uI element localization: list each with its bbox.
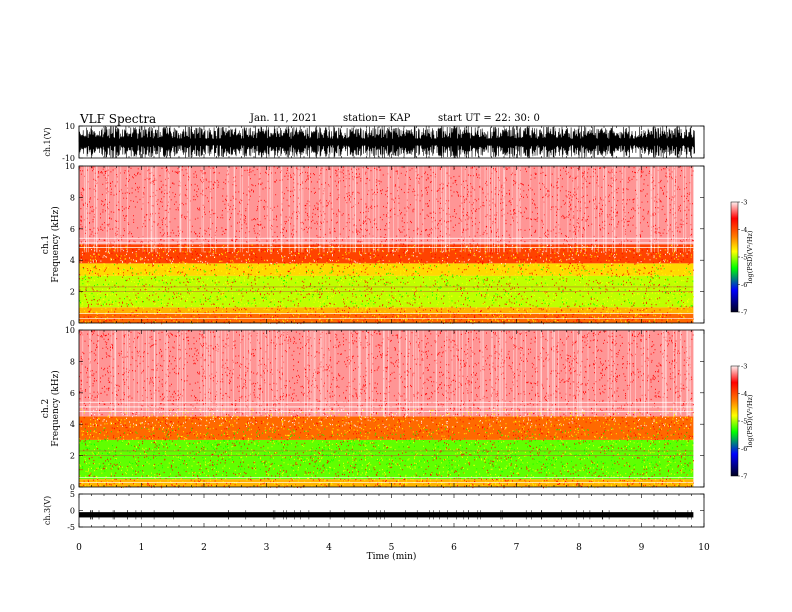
y-tick-label: 10 [65, 122, 75, 131]
chart-title: VLF Spectra [80, 112, 157, 126]
y-tick-label: 2 [70, 452, 75, 461]
y-tick-label: 8 [70, 357, 75, 366]
x-tick-label: 2 [201, 543, 207, 553]
y-axis-label: ch.2 [41, 399, 51, 418]
y-tick-label: 8 [70, 193, 75, 202]
y-tick-label: -5 [67, 523, 75, 532]
spectrogram-band [79, 439, 694, 480]
colorbar-tick-label: -7 [741, 309, 747, 317]
colorbar-tick-label: -6 [741, 445, 747, 453]
spectrogram-band [79, 244, 694, 264]
panel-xticks-3 [78, 494, 705, 527]
colorbar [730, 201, 740, 313]
colorbar-tick-label: -5 [741, 254, 747, 262]
x-tick-label: 0 [76, 543, 82, 553]
colorbar-tick-label: -6 [741, 281, 747, 289]
x-tick-label: 9 [639, 543, 645, 553]
y-tick-label: 0 [70, 319, 75, 328]
colorbar-bar [730, 201, 739, 313]
x-tick-label: 5 [389, 543, 395, 553]
start-time-label: start UT = 22: 30: 0 [438, 113, 540, 124]
colorbar [730, 365, 740, 477]
y-tick-label: 0 [70, 483, 75, 492]
panel-xticks-2 [78, 330, 705, 487]
y-tick-label: 10 [65, 162, 75, 171]
colorbar-bar [730, 365, 739, 477]
colorbar-tick-label: -7 [741, 473, 747, 481]
spectrogram-band [79, 307, 694, 314]
y-tick-label: 2 [70, 288, 75, 297]
x-tick-label: 10 [698, 543, 710, 553]
ch3-waveform-trace [79, 512, 694, 518]
x-tick-label: 8 [576, 543, 582, 553]
colorbar-tick-label: -5 [741, 418, 747, 426]
y-axis-label: ch.3(V) [43, 496, 52, 525]
colorbar-tick-label: -3 [741, 363, 747, 371]
panel-xticks-1 [78, 166, 705, 323]
ch1-waveform-trace [78, 125, 695, 159]
colorbar-label: log(PSD)(V²/Hz) [746, 394, 754, 447]
spectrogram-band [79, 479, 694, 487]
colorbar-tick-label: -4 [741, 226, 747, 234]
y-axis-label: ch.1 [41, 235, 51, 254]
colorbar-tick-label: -3 [741, 199, 747, 207]
y-tick-label: 4 [70, 256, 75, 265]
x-tick-label: 6 [451, 543, 457, 553]
spectrogram-band [79, 263, 694, 276]
y-tick-label: 0 [70, 507, 75, 516]
date-label: Jan. 11, 2021 [250, 113, 318, 124]
colorbar-label: log(PSD)(V²/Hz) [746, 230, 754, 283]
spectrogram-1 [79, 166, 695, 325]
spectrogram-band [79, 166, 694, 245]
station-label: station= KAP [343, 113, 411, 124]
x-axis-label: Time (min) [367, 551, 417, 562]
colorbar-tick-label: -4 [741, 390, 747, 398]
y-axis-label: Frequency (kHz) [50, 206, 61, 283]
x-tick-label: 1 [139, 543, 145, 553]
spectrogram-2 [79, 330, 695, 489]
y-tick-label: 6 [70, 225, 75, 234]
x-tick-label: 3 [264, 543, 270, 553]
x-tick-label: 4 [326, 543, 332, 553]
y-tick-label: 6 [70, 389, 75, 398]
y-tick-label: 10 [65, 326, 75, 335]
y-tick-label: 4 [70, 420, 75, 429]
spectrogram-band [79, 330, 694, 417]
spectrogram-streaks [84, 166, 691, 253]
ch3-waveform-spikes [90, 510, 692, 520]
panel-frame-3 [78, 493, 705, 528]
y-tick-label: -10 [62, 154, 75, 163]
y-tick-label: 5 [70, 490, 75, 499]
spectrogram-speckle-red [79, 330, 694, 489]
spectrogram-streaks [82, 330, 691, 417]
y-axis-label: ch.1(V) [43, 127, 52, 156]
y-axis-label: Frequency (kHz) [50, 370, 61, 447]
panel-xticks-0 [78, 126, 705, 158]
x-tick-label: 7 [514, 543, 520, 553]
